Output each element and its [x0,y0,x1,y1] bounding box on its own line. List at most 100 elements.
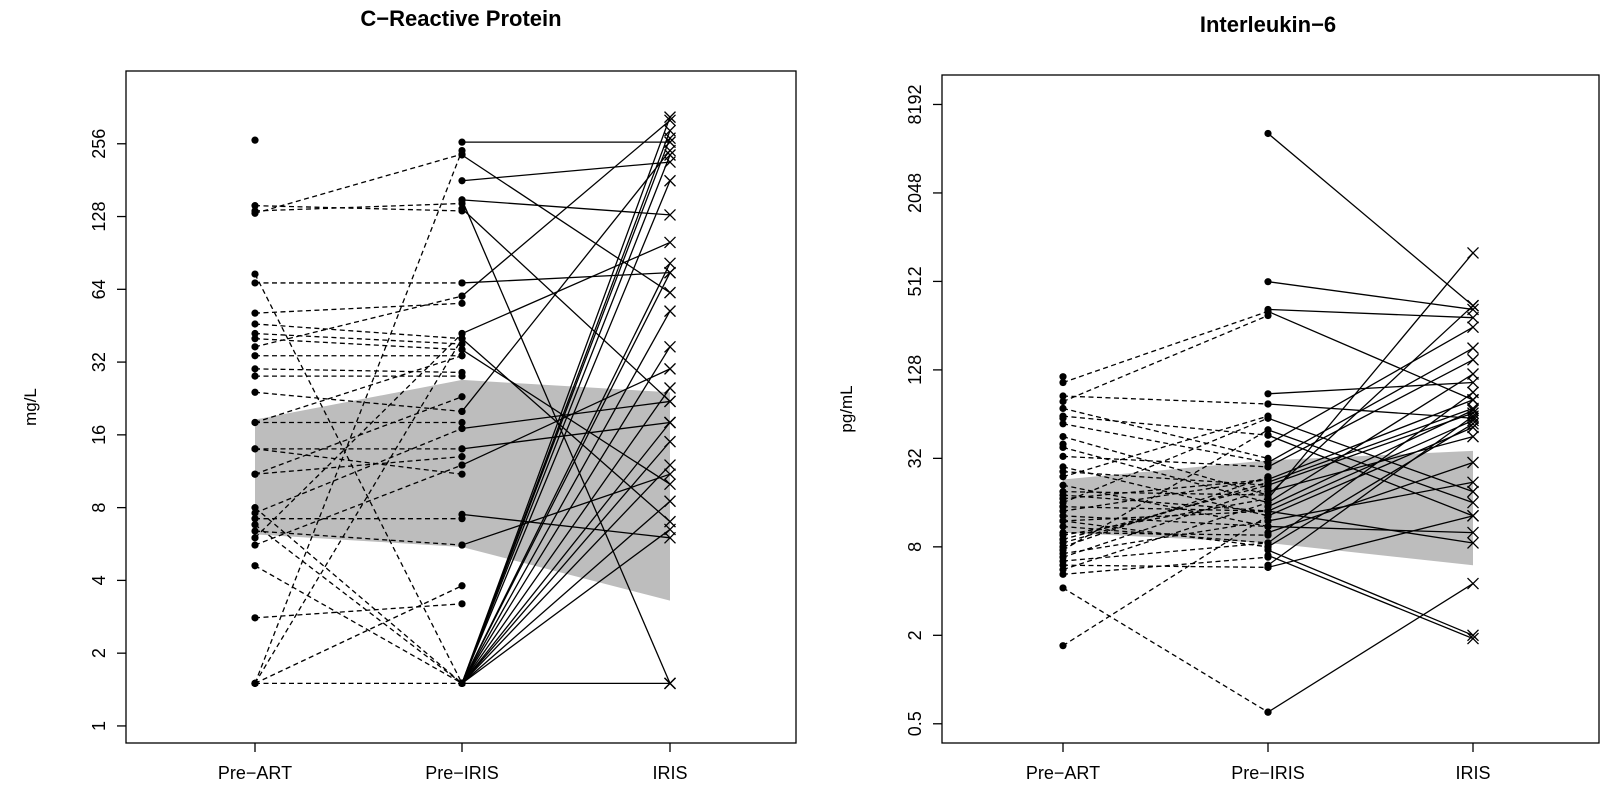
il6-panel: Interleukin−6 pg/mL 0.5 2 8 32 128 512 2048 8192 P… [837,12,1600,783]
data-point [1059,378,1067,387]
dashed-series-line [254,338,463,351]
iris-point-marker [664,124,676,137]
x-tick-label: IRIS [1455,763,1490,783]
data-point [251,372,259,380]
iris-point-marker [1467,537,1479,549]
iris-point-marker [1467,456,1479,469]
data-point [458,453,466,461]
dashed-series-line [1062,395,1269,405]
y-tick-label: 2 [905,630,925,640]
data-point [1264,507,1272,515]
data-point [251,270,259,278]
iris-point-marker [1467,386,1479,399]
solid-series-line [1267,583,1474,713]
data-point [1059,522,1067,531]
iris-point-marker [664,531,676,544]
data-point [251,335,259,343]
crp-panel: C−Reactive Protein mg/L 1 2 4 8 16 32 64 128 256 Pr… [21,6,797,783]
solid-series-line [1267,525,1474,534]
data-point [1059,517,1067,525]
solid-series-line [1267,554,1474,640]
data-point [458,329,466,338]
dashed-series-line [254,153,463,214]
solid-series-line [1267,326,1474,445]
x-tick-label: Pre−IRIS [1231,763,1305,783]
data-point [1264,522,1272,531]
data-point [458,292,466,300]
data-point [1264,528,1272,537]
iris-point-marker [664,257,676,270]
y-tick-label: 16 [89,425,109,445]
data-point [1059,468,1067,476]
iris-point-marker [1467,421,1479,434]
data-point [458,582,466,590]
dashed-series-line [1062,542,1269,562]
dashed-series-line [254,202,463,212]
data-point [458,461,466,469]
data-point [251,614,259,622]
data-point [1059,452,1067,461]
data-point [458,393,466,401]
solid-series-line [461,387,671,684]
data-point [1059,473,1067,481]
y-tick-label: 0.5 [905,711,925,736]
data-point [1059,397,1067,406]
data-point [458,424,466,433]
solid-series-line [1267,308,1474,319]
dashed-series-line [1062,423,1269,464]
data-point [251,418,259,427]
solid-series-line [1267,515,1474,568]
iris-point-marker [664,677,676,690]
dashed-series-line [254,150,463,684]
x-tick-label: Pre−IRIS [425,763,499,783]
dashed-series-line [1062,429,1269,551]
data-point [251,279,259,287]
solid-series-line [461,528,671,684]
x-tick-label: IRIS [652,763,687,783]
solid-series-line [461,441,671,684]
dashed-series-line [1062,310,1269,384]
solid-series-line [461,368,671,466]
dashed-series-line [1062,490,1269,496]
data-point [458,205,466,213]
iris-point-marker [664,236,676,249]
dashed-series-line [254,323,463,340]
data-point [1059,642,1067,650]
y-tick-label: 32 [905,448,925,468]
iris-point-marker [664,305,676,318]
solid-series-line [1267,549,1474,636]
iris-point-marker [664,111,676,124]
data-point [458,600,466,608]
data-point [251,562,259,570]
iris-point-marker [664,416,676,429]
dashed-series-line [254,302,463,314]
dashed-series-line [1062,478,1269,512]
solid-series-line [461,161,671,182]
dashed-series-line [1062,417,1269,504]
iris-point-marker [1467,299,1479,312]
dashed-series-line [254,427,463,514]
data-point [1264,546,1272,554]
y-axis-label: mg/L [21,388,40,426]
solid-series-line [1267,407,1474,483]
data-point [251,309,259,317]
data-point [458,335,466,343]
iris-point-marker [1467,526,1479,539]
dashed-series-line [1062,415,1269,436]
dashed-series-line [254,338,463,684]
data-point [458,299,466,307]
solid-series-line [461,473,671,546]
dashed-series-line [1062,435,1269,496]
data-point [1059,412,1067,420]
iris-point-marker [1467,376,1479,389]
data-point [1059,570,1067,578]
solid-series-line [1267,415,1474,566]
solid-series-line [1267,373,1474,504]
data-point [458,279,466,287]
iris-point-marker [664,395,676,408]
solid-series-line [1267,481,1474,522]
data-point [1059,481,1067,489]
solid-series-line [1267,391,1474,544]
data-point [251,343,259,351]
iris-point-marker [1467,246,1479,259]
